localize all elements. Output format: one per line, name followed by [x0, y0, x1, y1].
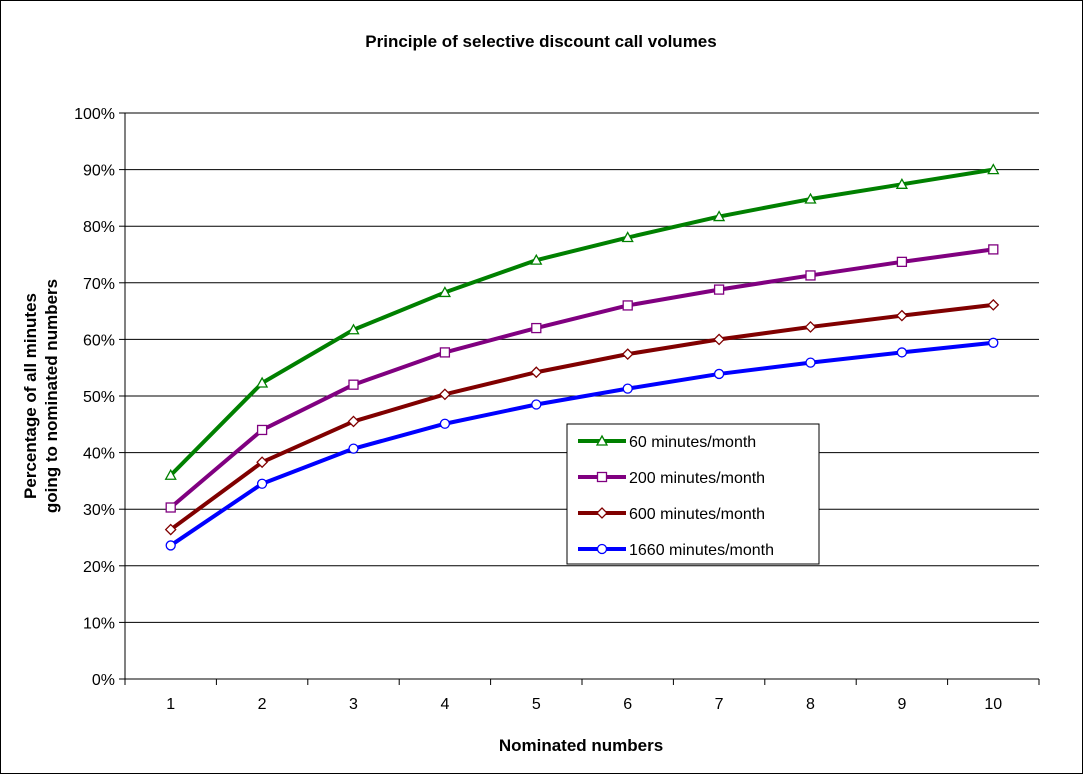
y-tick-label-3: 30% — [83, 502, 115, 519]
series-1-point-5 — [530, 253, 543, 265]
x-tick-label-1: 1 — [166, 696, 175, 713]
series-1-point-2 — [255, 376, 269, 388]
y-tick-label-4: 40% — [83, 446, 115, 463]
legend-label-1: 60 minutes/month — [629, 434, 756, 451]
legend-marker-1 — [595, 434, 609, 446]
chart-title: Principle of selective discount call vol… — [365, 32, 716, 51]
series-3-point-2 — [256, 456, 269, 469]
series-4-point-8 — [805, 357, 816, 368]
legend-box — [566, 423, 820, 565]
legend-label-4: 1660 minutes/month — [629, 542, 774, 559]
series-1-point-7 — [712, 210, 726, 222]
x-tick-label-6: 6 — [623, 696, 632, 713]
y-tick-label-9: 90% — [83, 163, 115, 180]
legend: 60 minutes/month 200 minutes/month 600 min… — [566, 423, 820, 565]
series-line-2 — [169, 247, 994, 510]
series-2-point-1 — [165, 502, 176, 513]
series-lines — [164, 163, 1000, 551]
series-2 — [165, 244, 999, 513]
series-line-4 — [169, 340, 994, 548]
series-2-point-2 — [256, 424, 268, 436]
x-tick-label-9: 9 — [897, 696, 906, 713]
y-axis-title-line-2: going to nominated numbers — [42, 279, 61, 513]
series-1-point-8 — [804, 192, 817, 204]
series-3-point-1 — [164, 523, 177, 536]
x-tick-labels: 1 2 3 4 5 6 7 8 9 10 — [166, 696, 1002, 713]
series-4-point-5 — [531, 399, 542, 410]
legend-label-2: 200 minutes/month — [629, 470, 765, 487]
axes — [119, 112, 1040, 685]
series-1-point-10 — [987, 163, 1000, 175]
series-1-point-1 — [164, 468, 177, 480]
series-3-point-8 — [804, 321, 817, 333]
series-3-point-9 — [895, 309, 908, 322]
y-tick-label-2: 20% — [83, 559, 115, 576]
x-tick-label-4: 4 — [440, 696, 449, 713]
series-2-point-4 — [439, 347, 451, 358]
series-4-point-2 — [256, 478, 268, 489]
y-tick-label-7: 70% — [83, 276, 115, 293]
y-tick-label-1: 10% — [83, 615, 115, 632]
legend-marker-2 — [596, 471, 608, 483]
y-tick-label-0: 0% — [92, 672, 115, 689]
series-2-point-3 — [348, 379, 359, 390]
series-line-1 — [169, 167, 994, 477]
series-3-point-7 — [713, 333, 726, 346]
x-axis-title: Nominated numbers — [499, 736, 663, 755]
series-3 — [164, 298, 1000, 536]
series-4-point-7 — [713, 368, 725, 380]
series-2-point-9 — [896, 256, 908, 268]
series-4-point-6 — [622, 383, 633, 394]
series-1-point-9 — [895, 177, 909, 189]
series-4-point-10 — [988, 337, 999, 348]
y-tick-label-8: 80% — [83, 219, 115, 236]
series-2-point-6 — [622, 300, 633, 311]
series-4 — [165, 337, 999, 551]
x-tick-label-5: 5 — [532, 696, 541, 713]
legend-marker-3 — [596, 507, 608, 519]
series-3-point-5 — [530, 366, 543, 379]
series-4-point-3 — [348, 443, 359, 454]
y-tick-label-6: 60% — [83, 332, 115, 349]
x-tick-label-8: 8 — [806, 696, 815, 713]
y-axis-title: Percentage of all minutes going to nomin… — [21, 279, 61, 513]
x-tick-label-10: 10 — [984, 696, 1002, 713]
series-1-point-6 — [621, 231, 634, 243]
series-2-point-8 — [805, 270, 816, 281]
y-tick-label-10: 100% — [74, 106, 115, 123]
series-4-point-1 — [165, 540, 176, 551]
x-tick-label-2: 2 — [258, 696, 267, 713]
series-4-point-4 — [439, 418, 451, 429]
x-tick-label-7: 7 — [715, 696, 724, 713]
series-2-point-5 — [531, 322, 542, 334]
series-2-point-7 — [713, 284, 725, 295]
series-3-point-4 — [438, 388, 451, 401]
x-tick-label-3: 3 — [349, 696, 358, 713]
series-1-point-3 — [347, 323, 360, 335]
series-3-point-3 — [347, 415, 360, 428]
series-line-3 — [169, 302, 994, 532]
series-3-point-10 — [987, 298, 1000, 311]
series-3-point-6 — [621, 348, 634, 361]
y-axis-title-line-1: Percentage of all minutes — [21, 293, 40, 499]
series-2-point-10 — [988, 244, 999, 255]
y-tick-labels: 0% 10% 20% 30% 40% 50% 60% 70% 80% 90% 100% — [74, 106, 115, 689]
series-1 — [164, 163, 1000, 480]
series-4-point-9 — [896, 347, 908, 358]
legend-label-3: 600 minutes/month — [629, 506, 765, 523]
legend-marker-4 — [596, 543, 608, 555]
y-tick-label-5: 50% — [83, 389, 115, 406]
series-1-point-4 — [438, 286, 452, 298]
